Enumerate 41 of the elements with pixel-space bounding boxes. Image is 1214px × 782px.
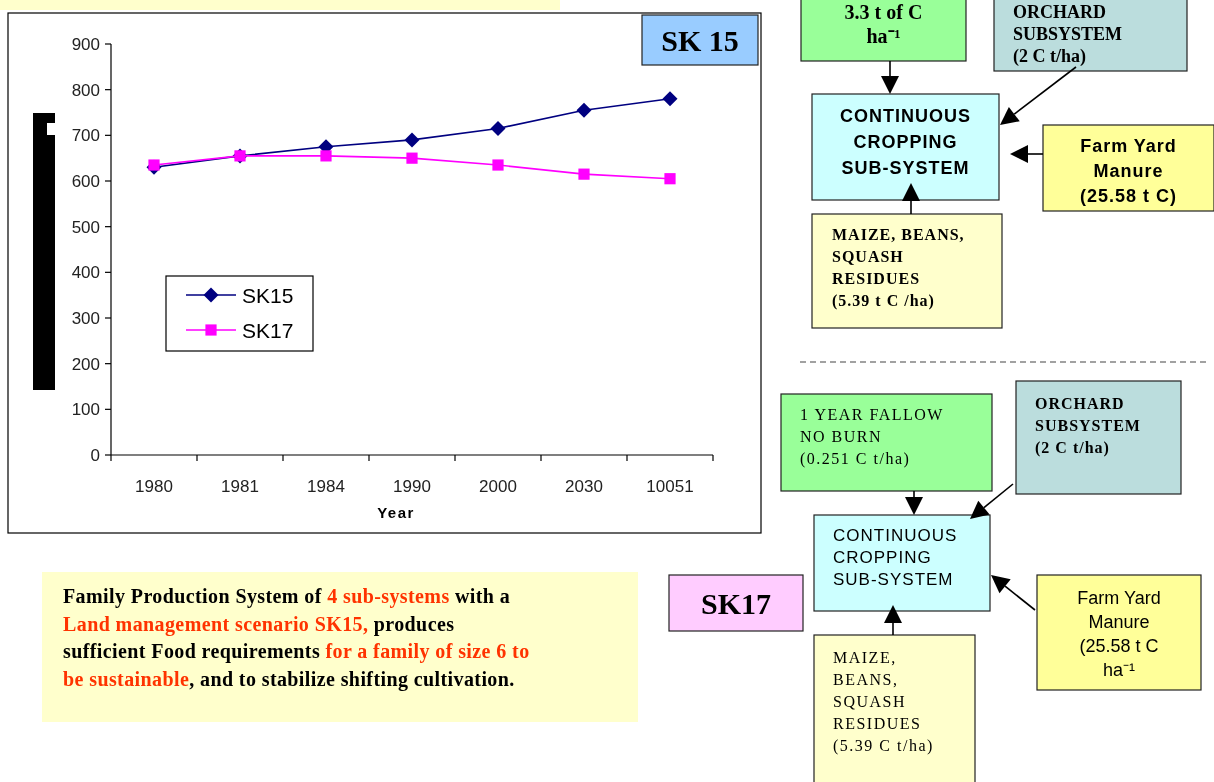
text: 1 YEAR FALLOW NO BURN (0.251 C t/ha): [800, 405, 945, 470]
text: Family Production System of: [63, 585, 323, 607]
text: ORCHARD SUBSYSTEM (2 C t/ha): [1013, 1, 1124, 67]
text: Farm Yard Manure (25.58 t C): [1079, 135, 1178, 208]
x-tick-label: 1981: [221, 477, 259, 496]
text: Land management scenario SK15,: [63, 612, 369, 635]
y-tick-label: 200: [71, 354, 100, 374]
x-tick-label: 10051: [646, 477, 694, 496]
y-tick-label: 700: [71, 126, 100, 146]
text: , and to stabilize shifting cultivation.: [189, 667, 515, 690]
x-tick-label: 1990: [393, 477, 431, 496]
x-tick-label: 2030: [565, 477, 603, 496]
text: for a family of size 6 to: [325, 640, 530, 662]
text: CONTINUOUS CROPPING SUB-SYSTEM: [833, 525, 959, 591]
text: 4 sub-systems: [327, 585, 450, 607]
legend-label: SK15: [242, 283, 294, 307]
x-axis-title: Year: [377, 504, 415, 521]
y-tick-label: 0: [90, 445, 100, 465]
text: be sustainable: [63, 667, 190, 690]
x-tick-label: 2000: [479, 477, 517, 496]
text: Farm Yard Manure (25.58 t C ha⁻¹: [1076, 587, 1162, 682]
text: 3.3 t of C ha⁻¹: [843, 0, 924, 48]
y-tick-label: 100: [71, 400, 100, 420]
text: MAIZE, BEANS, SQUASH RESIDUES (5.39 t C /ha): [832, 225, 966, 312]
y-tick-label: 500: [71, 217, 100, 237]
text: ORCHARD SUBSYSTEM (2 C t/ha): [1035, 394, 1142, 459]
legend-label: SK17: [242, 318, 294, 342]
y-tick-label: 600: [71, 171, 100, 191]
text: produces: [372, 612, 455, 635]
y-tick-label: 300: [71, 308, 100, 328]
x-tick-label: 1980: [135, 477, 173, 496]
text: sufficient Food requirements: [63, 640, 322, 662]
text: CONTINUOUS CROPPING SUB-SYSTEM: [839, 105, 972, 180]
y-tick-label: 800: [71, 80, 100, 100]
y-tick-label: 400: [71, 263, 100, 283]
x-tick-label: 1984: [307, 477, 345, 496]
text: SK17: [700, 586, 772, 620]
text: SK 15: [661, 23, 739, 57]
text: with a: [454, 585, 511, 607]
text: MAIZE, BEANS, SQUASH RESIDUES (5.39 C t/ha): [833, 648, 935, 757]
y-tick-label: 900: [71, 34, 100, 54]
